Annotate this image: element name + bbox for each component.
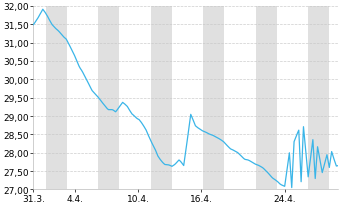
Bar [99, 7, 119, 190]
Bar [46, 7, 67, 190]
Bar [151, 7, 172, 190]
Bar [256, 7, 277, 190]
Bar [308, 7, 329, 190]
Bar [203, 7, 224, 190]
